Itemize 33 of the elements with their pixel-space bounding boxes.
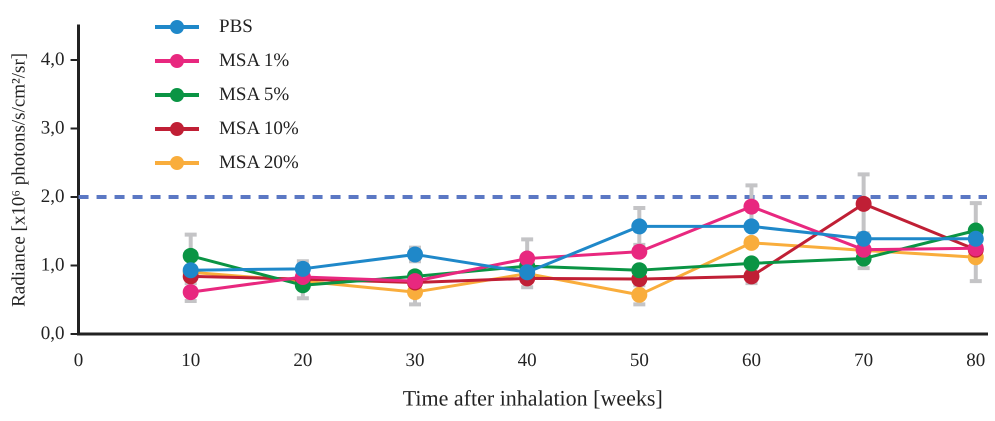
legend-label: MSA 5% [219, 84, 290, 106]
legend-label: MSA 20% [219, 152, 299, 174]
point [631, 218, 648, 234]
legend-label: MSA 1% [219, 50, 290, 72]
point [743, 234, 760, 251]
point [856, 230, 872, 247]
point [743, 255, 760, 272]
x-tick-label: 0 [74, 350, 84, 372]
y-tick-label: 2,0 [40, 186, 65, 207]
x-tick-label: 80 [966, 350, 986, 372]
legend-label: PBS [219, 16, 253, 38]
y-tick-label: 0,0 [40, 322, 65, 344]
point [968, 230, 984, 247]
x-tick-label: 20 [293, 350, 312, 372]
x-axis-title: Time after inhalation [weeks] [402, 386, 663, 411]
y-tick-label: 4,0 [40, 49, 65, 70]
point [743, 198, 760, 215]
x-tick-label: 50 [630, 350, 649, 372]
point [631, 262, 648, 278]
x-tick-label: 10 [181, 350, 200, 372]
point [856, 196, 872, 212]
x-tick-label: 30 [406, 350, 425, 372]
y-axis-title: Radiance [x10⁶ photons/s/cm²/sr] [8, 52, 30, 307]
point [631, 244, 648, 260]
point [182, 248, 199, 264]
point [519, 250, 536, 267]
y-tick-label: 3,0 [40, 118, 65, 139]
y-tick-label: 1,0 [40, 254, 65, 276]
x-tick-label: 40 [518, 350, 537, 372]
x-tick-label: 70 [854, 350, 874, 372]
x-tick-label: 60 [742, 350, 761, 372]
point [743, 218, 760, 234]
legend-label: MSA 10% [219, 118, 299, 140]
